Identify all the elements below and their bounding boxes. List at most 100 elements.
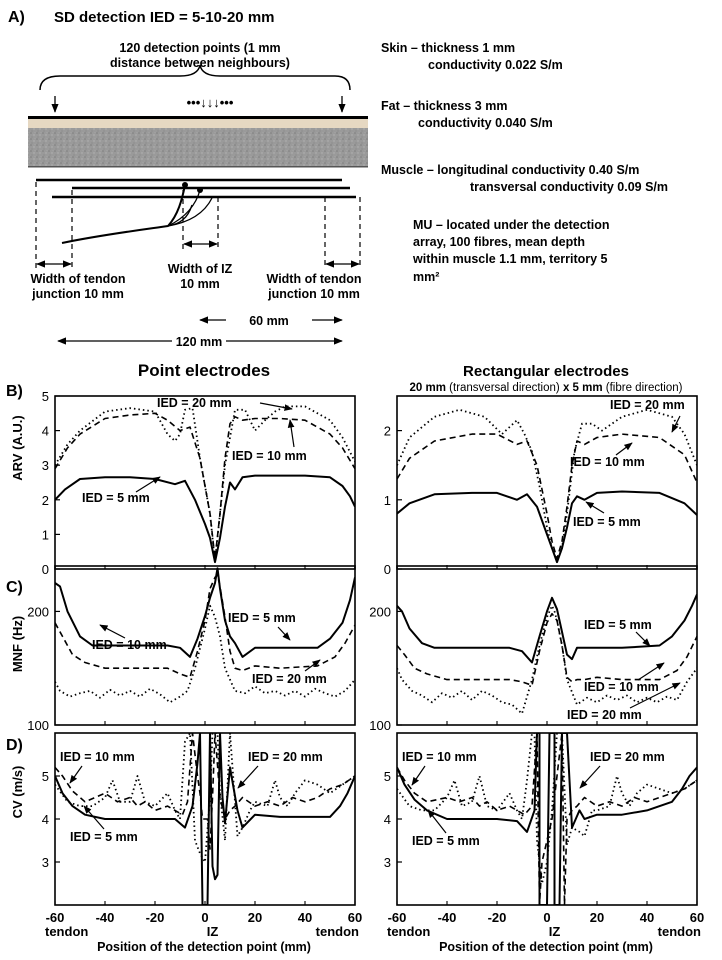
series-line <box>55 733 355 863</box>
y-tick-label: 5 <box>42 389 49 404</box>
series-annotation: IED = 5 mm <box>584 618 652 632</box>
series-line <box>55 574 355 679</box>
mu-line-1: MU – located under the detection <box>413 218 610 232</box>
skin-line-2: conductivity 0.022 S/m <box>428 58 563 72</box>
x-tick-label: -40 <box>438 910 457 925</box>
iz-label-1: Width of IZ <box>168 262 233 276</box>
y-tick-label: 3 <box>42 855 49 870</box>
fat-layer <box>28 119 368 128</box>
annotation-arrow <box>427 809 447 834</box>
x-tick-label: 40 <box>298 910 312 925</box>
series-annotation: IED = 10 mm <box>232 449 307 463</box>
ylabel-mnf: MNF (Hz) <box>10 616 25 672</box>
annotation-arrow <box>671 415 681 433</box>
muscle-line-2: transversal conductivity 0.09 S/m <box>470 180 668 194</box>
mu-line-3: within muscle 1.1 mm, territory 5 <box>412 252 608 266</box>
series-annotation: IED = 20 mm <box>590 750 665 764</box>
plot-c-left: 100 200 IED = 5 mm IED = 10 mm IED = 20 mm <box>27 565 356 733</box>
x-tick-label: 40 <box>640 910 654 925</box>
y-tick-label: 200 <box>27 604 49 619</box>
y-tick-label: 4 <box>384 812 391 827</box>
x-tick-label: -20 <box>146 910 165 925</box>
x-tick-label: -60 <box>46 910 65 925</box>
annotation-arrow <box>579 765 601 789</box>
x-tick-label: 0 <box>543 910 550 925</box>
motor-axon <box>61 184 186 244</box>
series-annotation: IED = 5 mm <box>573 515 641 529</box>
series-annotation: IED = 10 mm <box>402 750 477 764</box>
series-line <box>55 474 355 564</box>
series-line <box>397 733 697 905</box>
series-annotation: IED = 10 mm <box>60 750 135 764</box>
x-tick-label: 20 <box>590 910 604 925</box>
muscle-line-1: Muscle – longitudinal conductivity 0.40 … <box>381 163 639 177</box>
series-annotation: IED = 10 mm <box>584 680 659 694</box>
header-rectangular-subtitle: 20 mm (transversal direction) x 5 mm (fi… <box>410 382 683 394</box>
annotation-arrow <box>615 442 633 456</box>
annotation-arrow <box>237 765 259 789</box>
panel-letter-c: C) <box>6 579 23 596</box>
xlabel-left: Position of the detection point (mm) <box>97 940 311 954</box>
dim-60-label: 60 mm <box>249 314 289 328</box>
series-line <box>55 412 355 560</box>
y-tick-label: 1 <box>384 493 391 508</box>
panel-letter-d: D) <box>6 737 23 754</box>
x-tick-label: 20 <box>248 910 262 925</box>
series-line <box>397 733 697 905</box>
y-tick-label: 100 <box>369 718 391 733</box>
panel-letter-b: B) <box>6 383 23 400</box>
tendon-left-label-2: junction 10 mm <box>31 287 124 301</box>
header-point-electrodes: Point electrodes <box>138 361 270 380</box>
annotation-arrow <box>629 682 681 709</box>
series-annotation: IED = 5 mm <box>70 830 138 844</box>
series-annotation: IED = 20 mm <box>610 398 685 412</box>
series-line <box>397 593 697 664</box>
series-annotation: IED = 20 mm <box>157 396 232 410</box>
y-tick-label: 0 <box>384 562 391 577</box>
y-tick-label: 2 <box>384 424 391 439</box>
y-tick-label: 5 <box>42 769 49 784</box>
detection-dots: •••↓↓↓••• <box>187 95 234 110</box>
annotation-arrow <box>287 419 295 448</box>
y-tick-label: 3 <box>384 855 391 870</box>
plot-frame <box>396 395 698 570</box>
skin-layer <box>28 116 368 119</box>
tendon-label-left: tendon <box>387 924 430 939</box>
x-tick-label: -20 <box>488 910 507 925</box>
annotation-arrow <box>637 662 665 681</box>
annotation-arrow <box>585 501 605 514</box>
series-annotation: IED = 10 mm <box>570 455 645 469</box>
y-tick-label: 5 <box>384 769 391 784</box>
tendon-label-left: tendon <box>45 924 88 939</box>
x-tick-label: 0 <box>201 910 208 925</box>
series-annotation: IED = 20 mm <box>248 750 323 764</box>
series-annotation: IED = 10 mm <box>92 638 167 652</box>
detection-points-label-2: distance between neighbours) <box>110 56 290 70</box>
tendon-label-right: tendon <box>658 924 701 939</box>
annotation-arrow <box>411 765 426 786</box>
annotation-arrow <box>99 624 126 639</box>
series-annotation: IED = 20 mm <box>252 672 327 686</box>
series-line <box>397 490 697 564</box>
panel-a: A) SD detection IED = 5-10-20 mm 120 det… <box>8 9 668 349</box>
ylabel-arv: ARV (A.U.) <box>10 415 25 480</box>
detection-brace <box>39 64 351 91</box>
tendon-left-label-1: Width of tendon <box>31 272 126 286</box>
subcutaneous-layer <box>28 128 368 166</box>
detection-points-label-1: 120 detection points (1 mm <box>119 41 280 55</box>
y-tick-label: 4 <box>42 424 49 439</box>
annotation-arrow <box>259 402 293 411</box>
series-line <box>397 408 697 562</box>
series-line <box>397 433 697 560</box>
y-tick-label: 100 <box>27 718 49 733</box>
header-rectangular-electrodes: Rectangular electrodes <box>463 363 629 380</box>
y-tick-label: 0 <box>42 562 49 577</box>
annotation-arrow <box>135 476 161 493</box>
mu-line-2: array, 100 fibres, mean depth <box>413 235 585 249</box>
series-annotation: IED = 20 mm <box>567 708 642 722</box>
series-annotation: IED = 5 mm <box>228 611 296 625</box>
panel-letter-a: A) <box>8 9 25 26</box>
